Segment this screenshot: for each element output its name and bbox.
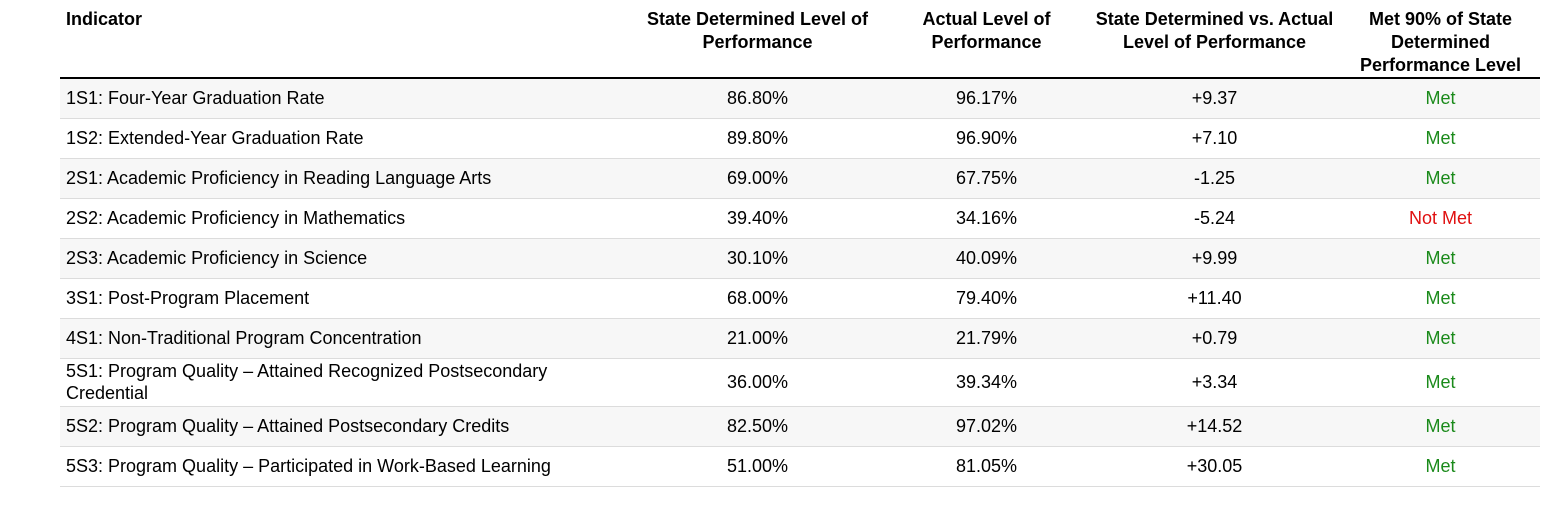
column-header-state-determined: State Determined Level of Performance: [630, 0, 885, 79]
cell-indicator: 1S2: Extended-Year Graduation Rate: [60, 118, 630, 159]
cell-met: Met: [1341, 118, 1540, 159]
cell-met: Met: [1341, 446, 1540, 487]
cell-met: Met: [1341, 238, 1540, 279]
performance-table: Indicator State Determined Level of Perf…: [60, 0, 1540, 487]
cell-met: Not Met: [1341, 198, 1540, 239]
cell-difference: -1.25: [1088, 158, 1341, 199]
cell-state-determined: 86.80%: [630, 78, 885, 119]
cell-indicator: 1S1: Four-Year Graduation Rate: [60, 78, 630, 119]
table-row: 4S1: Non-Traditional Program Concentrati…: [60, 318, 1540, 359]
cell-state-determined: 51.00%: [630, 446, 885, 487]
table-row: 2S2: Academic Proficiency in Mathematics…: [60, 198, 1540, 239]
cell-met: Met: [1341, 278, 1540, 319]
cell-met: Met: [1341, 358, 1540, 407]
cell-indicator: 4S1: Non-Traditional Program Concentrati…: [60, 318, 630, 359]
cell-met: Met: [1341, 78, 1540, 119]
table-row: 2S1: Academic Proficiency in Reading Lan…: [60, 158, 1540, 199]
cell-difference: -5.24: [1088, 198, 1341, 239]
cell-difference: +30.05: [1088, 446, 1341, 487]
cell-indicator: 2S2: Academic Proficiency in Mathematics: [60, 198, 630, 239]
column-header-actual: Actual Level of Performance: [885, 0, 1088, 79]
cell-state-determined: 89.80%: [630, 118, 885, 159]
column-header-indicator: Indicator: [60, 0, 630, 79]
cell-state-determined: 39.40%: [630, 198, 885, 239]
cell-actual: 39.34%: [885, 358, 1088, 407]
table-body: 1S1: Four-Year Graduation Rate 86.80% 96.1…: [60, 78, 1540, 487]
table-header: Indicator State Determined Level of Perf…: [60, 0, 1540, 79]
table-row: 5S3: Program Quality – Participated in W…: [60, 446, 1540, 487]
cell-state-determined: 36.00%: [630, 358, 885, 407]
table-row: 1S2: Extended-Year Graduation Rate 89.80%…: [60, 118, 1540, 159]
cell-difference: +0.79: [1088, 318, 1341, 359]
cell-actual: 21.79%: [885, 318, 1088, 359]
cell-indicator: 3S1: Post-Program Placement: [60, 278, 630, 319]
cell-state-determined: 21.00%: [630, 318, 885, 359]
cell-difference: +9.99: [1088, 238, 1341, 279]
table-row: 5S2: Program Quality – Attained Postseco…: [60, 406, 1540, 447]
cell-state-determined: 68.00%: [630, 278, 885, 319]
table-row: 5S1: Program Quality – Attained Recogniz…: [60, 358, 1540, 407]
cell-difference: +7.10: [1088, 118, 1341, 159]
cell-indicator: 5S1: Program Quality – Attained Recogniz…: [60, 358, 630, 407]
cell-indicator: 2S3: Academic Proficiency in Science: [60, 238, 630, 279]
performance-table-container: Indicator State Determined Level of Perf…: [60, 0, 1540, 487]
column-header-difference: State Determined vs. Actual Level of Per…: [1088, 0, 1341, 79]
cell-actual: 81.05%: [885, 446, 1088, 487]
cell-indicator: 2S1: Academic Proficiency in Reading Lan…: [60, 158, 630, 199]
cell-difference: +11.40: [1088, 278, 1341, 319]
column-header-met: Met 90% of State Determined Performance …: [1341, 0, 1540, 79]
table-row: 1S1: Four-Year Graduation Rate 86.80% 96.1…: [60, 78, 1540, 119]
cell-difference: +3.34: [1088, 358, 1341, 407]
cell-actual: 96.17%: [885, 78, 1088, 119]
cell-difference: +14.52: [1088, 406, 1341, 447]
cell-state-determined: 30.10%: [630, 238, 885, 279]
cell-actual: 79.40%: [885, 278, 1088, 319]
cell-state-determined: 82.50%: [630, 406, 885, 447]
cell-actual: 40.09%: [885, 238, 1088, 279]
cell-difference: +9.37: [1088, 78, 1341, 119]
table-row: 3S1: Post-Program Placement 68.00% 79.40% +…: [60, 278, 1540, 319]
cell-indicator: 5S3: Program Quality – Participated in W…: [60, 446, 630, 487]
cell-actual: 67.75%: [885, 158, 1088, 199]
header-row: Indicator State Determined Level of Perf…: [60, 0, 1540, 79]
cell-met: Met: [1341, 406, 1540, 447]
table-row: 2S3: Academic Proficiency in Science 30.1…: [60, 238, 1540, 279]
cell-actual: 96.90%: [885, 118, 1088, 159]
cell-actual: 34.16%: [885, 198, 1088, 239]
cell-met: Met: [1341, 158, 1540, 199]
cell-met: Met: [1341, 318, 1540, 359]
cell-actual: 97.02%: [885, 406, 1088, 447]
cell-indicator: 5S2: Program Quality – Attained Postseco…: [60, 406, 630, 447]
cell-state-determined: 69.00%: [630, 158, 885, 199]
